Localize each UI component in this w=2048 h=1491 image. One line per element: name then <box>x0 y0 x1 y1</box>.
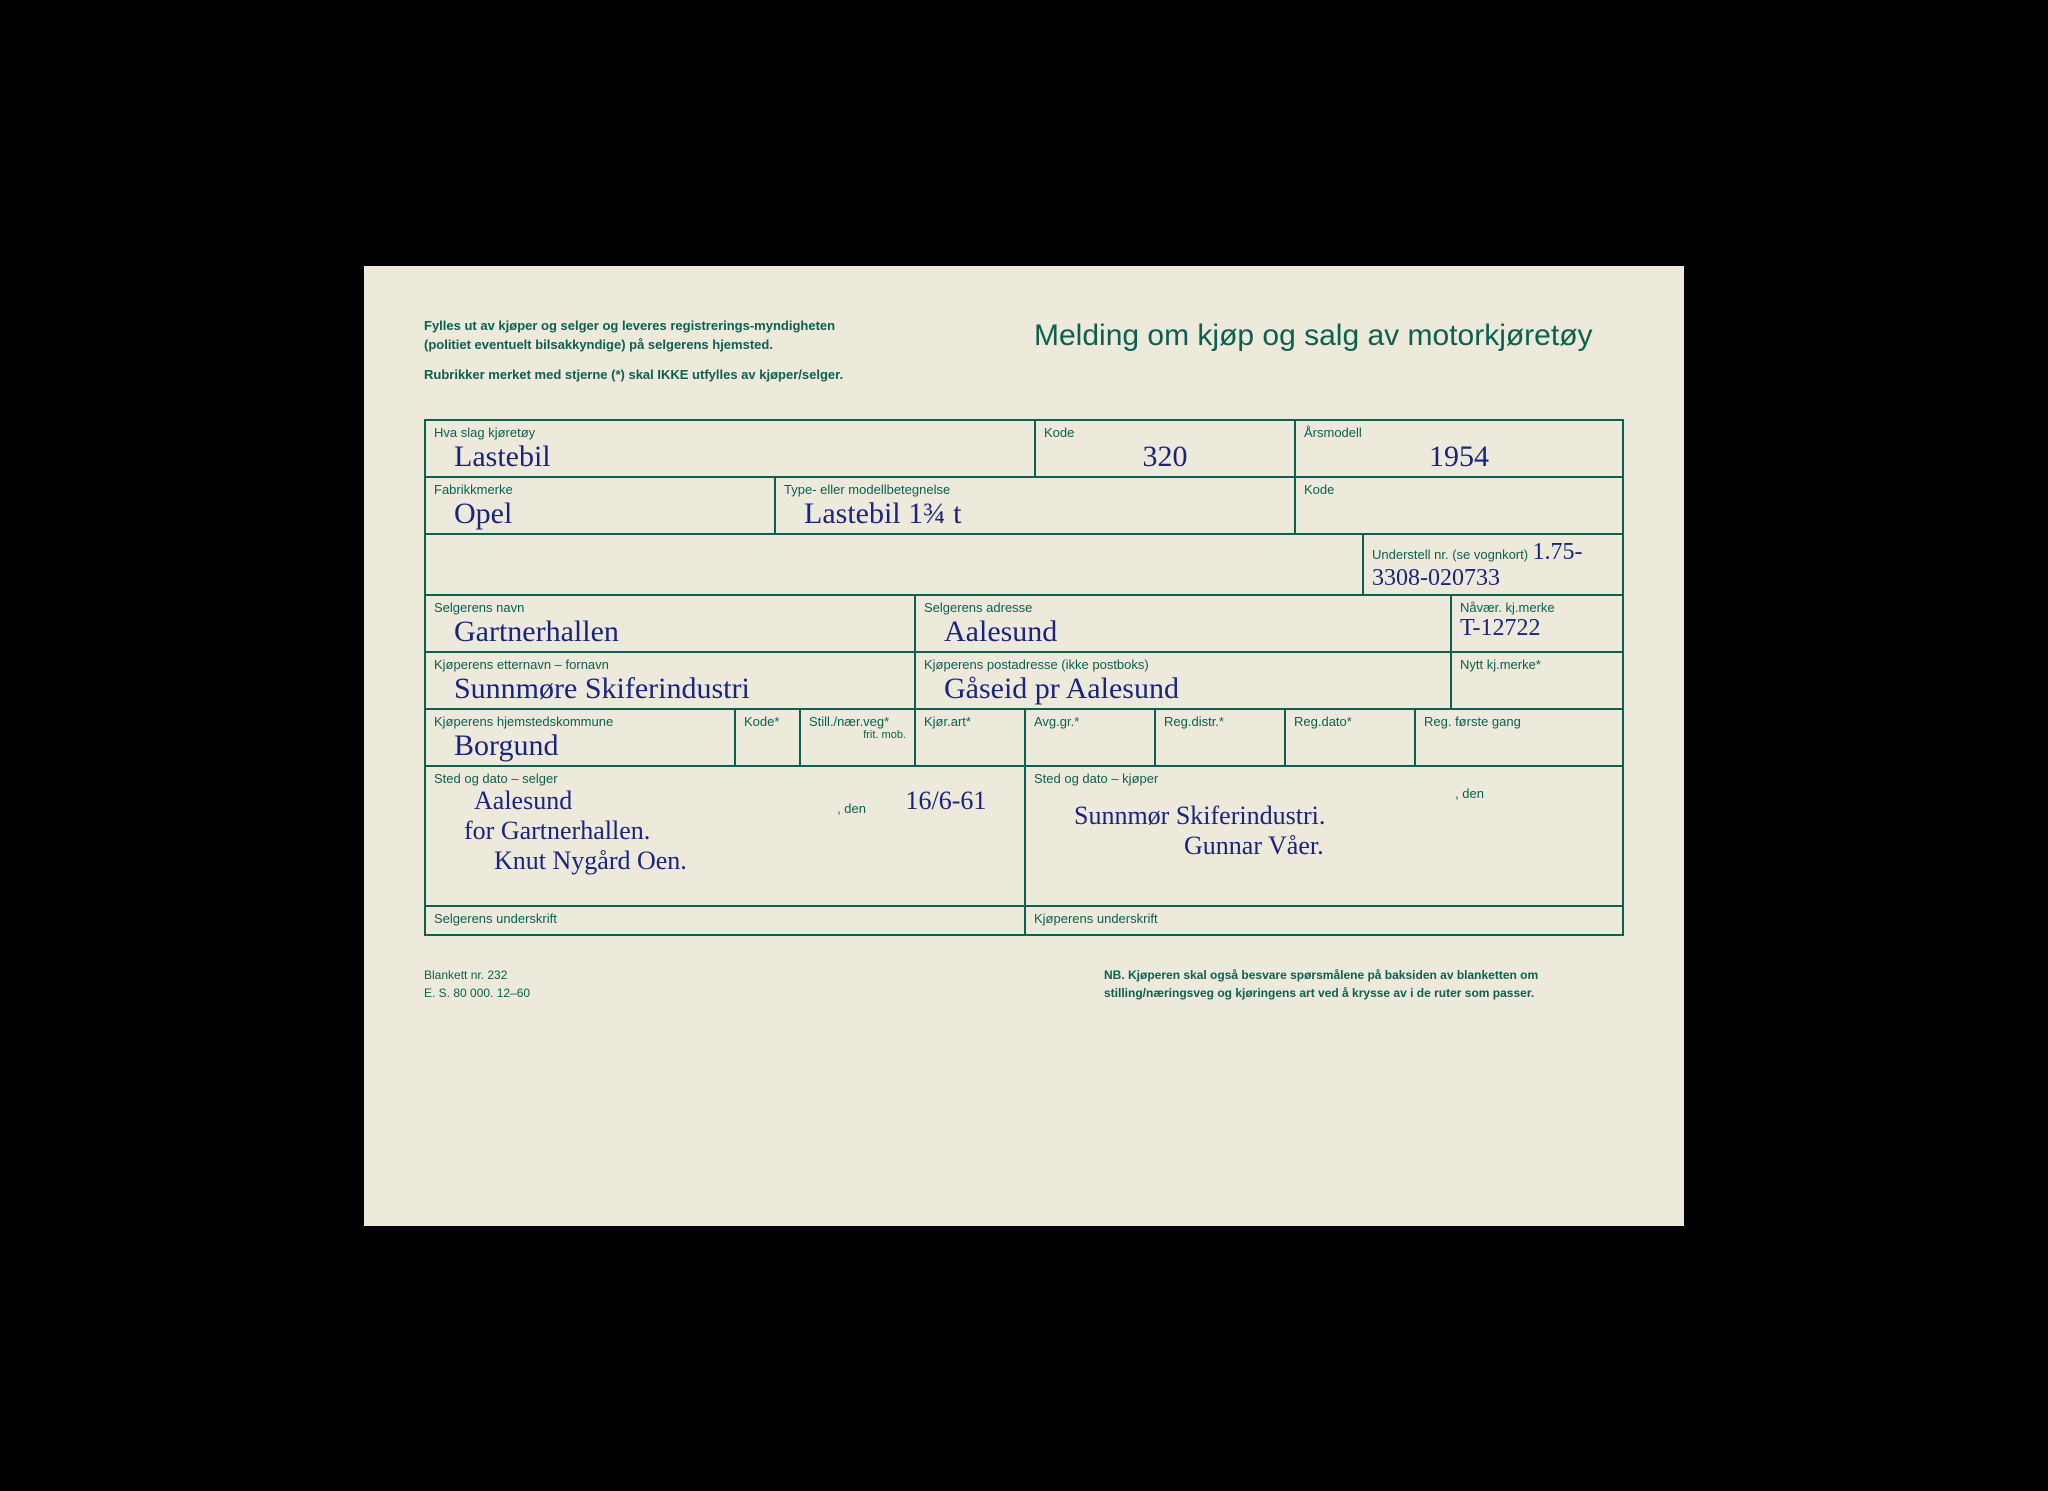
footer-left: Blankett nr. 232 E. S. 80 000. 12–60 <box>424 966 530 1002</box>
kode3-label: Kode* <box>744 714 791 729</box>
regdist-label: Reg.distr.* <box>1164 714 1276 729</box>
year-value: 1954 <box>1304 440 1614 474</box>
buyer-name-value: Sunnmøre Skiferindustri <box>434 672 906 706</box>
sted-selger-date: 16/6-61 <box>876 786 1016 816</box>
instruction-1: Fylles ut av kjøper og selger og leveres… <box>424 316 874 355</box>
make-label: Fabrikkmerke <box>434 482 766 497</box>
model-value: Lastebil 1¾ t <box>784 497 1286 531</box>
row-seller: Selgerens navn Gartnerhallen Selgerens a… <box>426 594 1622 653</box>
kode-value: 320 <box>1044 440 1286 474</box>
row-vehicle-type: Hva slag kjøretøy Lastebil Kode 320 Årsm… <box>426 421 1622 478</box>
make-value: Opel <box>434 497 766 531</box>
selger-sig-line1: for Gartnerhallen. <box>434 816 1016 846</box>
newreg-value <box>1460 672 1614 706</box>
selger-underskrift-label: Selgerens underskrift <box>434 911 1016 926</box>
vehicle-type-label: Hva slag kjøretøy <box>434 425 1026 440</box>
den-text-1: , den <box>837 801 866 816</box>
still-label: Still./nær.veg* <box>809 714 906 729</box>
seller-name-label: Selgerens navn <box>434 600 906 615</box>
year-label: Årsmodell <box>1304 425 1614 440</box>
newreg-label: Nytt kj.merke* <box>1460 657 1614 672</box>
navreg-label: Nåvær. kj.merke <box>1460 600 1614 615</box>
navreg-value: T-12722 <box>1460 615 1614 649</box>
kjoper-underskrift-label: Kjøperens underskrift <box>1034 911 1614 926</box>
sted-selger-place: Aalesund <box>434 786 827 816</box>
regdato-label: Reg.dato* <box>1294 714 1406 729</box>
footer: Blankett nr. 232 E. S. 80 000. 12–60 NB.… <box>424 966 1624 1002</box>
form-grid: Hva slag kjøretøy Lastebil Kode 320 Årsm… <box>424 419 1624 936</box>
header: Fylles ut av kjøper og selger og leveres… <box>424 316 1624 395</box>
row-chassis: Understell nr. (se vognkort) 1.75-3308-0… <box>426 535 1622 594</box>
nb-text: Kjøperen skal også besvare spørsmålene p… <box>1104 968 1538 1000</box>
still-sublabel: frit. mob. <box>809 729 906 741</box>
kjoper-sig-line1: Sunnmør Skiferindustri. <box>1034 801 1614 831</box>
row-sig-labels: Selgerens underskrift Kjøperens underskr… <box>426 907 1622 934</box>
model-label: Type- eller modellbetegnelse <box>784 482 1286 497</box>
sted-kjoper-label: Sted og dato – kjøper <box>1034 771 1614 786</box>
seller-name-value: Gartnerhallen <box>434 615 906 649</box>
kode2-label: Kode <box>1304 482 1614 497</box>
kode2-value <box>1304 497 1614 531</box>
instruction-2: Rubrikker merket med stjerne (*) skal IK… <box>424 365 874 385</box>
kommune-label: Kjøperens hjemstedskommune <box>434 714 726 729</box>
row-kommune: Kjøperens hjemstedskommune Borgund Kode*… <box>426 710 1622 767</box>
seller-addr-label: Selgerens adresse <box>924 600 1442 615</box>
footer-right: NB. Kjøperen skal også besvare spørsmåle… <box>1104 966 1624 1002</box>
form-page: Fylles ut av kjøper og selger og leveres… <box>364 266 1684 1226</box>
seller-addr-value: Aalesund <box>924 615 1442 649</box>
kommune-value: Borgund <box>434 729 726 763</box>
nb-label: NB. <box>1104 968 1125 982</box>
vehicle-type-value: Lastebil <box>434 440 1026 474</box>
regforste-label: Reg. første gang <box>1424 714 1614 729</box>
buyer-addr-value: Gåseid pr Aalesund <box>924 672 1442 706</box>
kode-label: Kode <box>1044 425 1286 440</box>
buyer-name-label: Kjøperens etternavn – fornavn <box>434 657 906 672</box>
instructions-block: Fylles ut av kjøper og selger og leveres… <box>424 316 874 395</box>
avg-label: Avg.gr.* <box>1034 714 1146 729</box>
den-text-2: , den <box>1455 786 1484 801</box>
blankett-nr: Blankett nr. 232 <box>424 966 530 984</box>
selger-sig-line2: Knut Nygård Oen. <box>434 846 1016 876</box>
row-buyer: Kjøperens etternavn – fornavn Sunnmøre S… <box>426 653 1622 710</box>
kjoper-sig-line2: Gunnar Våer. <box>1034 831 1614 861</box>
buyer-addr-label: Kjøperens postadresse (ikke postboks) <box>924 657 1442 672</box>
row-signatures: Sted og dato – selger Aalesund , den 16/… <box>426 767 1622 907</box>
row-make-model: Fabrikkmerke Opel Type- eller modellbete… <box>426 478 1622 535</box>
print-code: E. S. 80 000. 12–60 <box>424 984 530 1002</box>
kjart-label: Kjør.art* <box>924 714 1016 729</box>
form-title: Melding om kjøp og salg av motorkjøretøy <box>874 316 1624 395</box>
sted-selger-label: Sted og dato – selger <box>434 771 1016 786</box>
chassis-label: Understell nr. (se vognkort) <box>1372 547 1528 562</box>
